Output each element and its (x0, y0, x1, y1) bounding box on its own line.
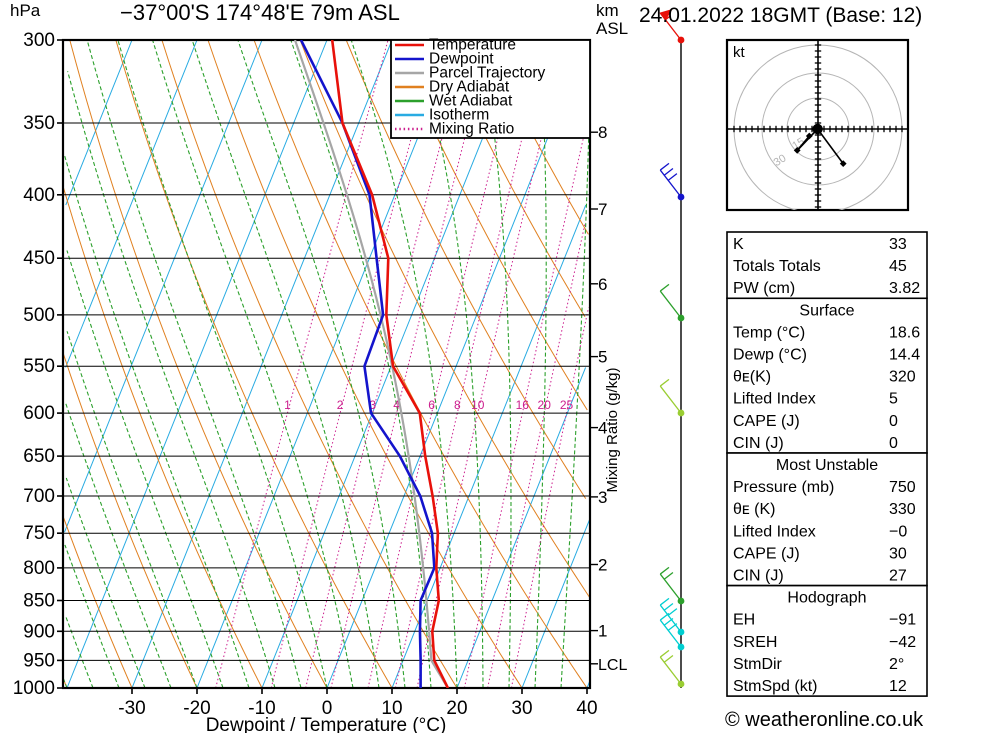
svg-text:18.6: 18.6 (889, 324, 920, 341)
svg-text:8: 8 (598, 123, 607, 142)
svg-text:2: 2 (337, 398, 344, 412)
svg-text:0: 0 (889, 435, 898, 452)
svg-text:33: 33 (889, 236, 907, 253)
svg-text:−0: −0 (889, 523, 907, 540)
svg-text:EH: EH (733, 612, 755, 629)
svg-text:24.01.2022 18GMT (Base: 12): 24.01.2022 18GMT (Base: 12) (639, 4, 922, 27)
svg-text:550: 550 (23, 356, 55, 377)
svg-text:−42: −42 (889, 634, 916, 651)
svg-text:16: 16 (516, 398, 530, 412)
svg-text:750: 750 (23, 523, 55, 544)
svg-text:Dewp (°C): Dewp (°C) (733, 347, 807, 364)
svg-text:−37°00'S 174°48'E 79m ASL: −37°00'S 174°48'E 79m ASL (120, 0, 400, 25)
svg-text:500: 500 (23, 305, 55, 326)
svg-text:Surface: Surface (799, 302, 854, 319)
svg-text:20: 20 (446, 698, 467, 719)
svg-text:800: 800 (23, 558, 55, 579)
svg-text:300: 300 (23, 30, 55, 51)
svg-text:400: 400 (23, 185, 55, 206)
svg-text:Mixing Ratio (g/kg): Mixing Ratio (g/kg) (604, 367, 621, 492)
svg-text:350: 350 (23, 113, 55, 134)
svg-text:StmSpd (kt): StmSpd (kt) (733, 678, 817, 695)
svg-text:Lifted Index: Lifted Index (733, 391, 816, 408)
svg-text:CAPE (J): CAPE (J) (733, 413, 800, 430)
svg-text:950: 950 (23, 650, 55, 671)
svg-text:330: 330 (889, 501, 916, 518)
svg-text:27: 27 (889, 568, 907, 585)
svg-text:7: 7 (598, 200, 607, 219)
svg-text:PW (cm): PW (cm) (733, 280, 795, 297)
svg-text:25: 25 (560, 398, 574, 412)
svg-text:2: 2 (598, 556, 607, 575)
svg-text:40: 40 (576, 698, 597, 719)
svg-text:700: 700 (23, 486, 55, 507)
svg-text:750: 750 (889, 479, 916, 496)
svg-text:600: 600 (23, 403, 55, 424)
svg-text:-30: -30 (118, 698, 145, 719)
svg-text:6: 6 (428, 398, 435, 412)
svg-text:ASL: ASL (596, 19, 628, 38)
svg-text:3.82: 3.82 (889, 280, 920, 297)
svg-text:Mixing Ratio: Mixing Ratio (429, 121, 514, 138)
svg-text:14.4: 14.4 (889, 347, 920, 364)
svg-text:320: 320 (889, 369, 916, 386)
svg-text:SREH: SREH (733, 634, 777, 651)
svg-text:StmDir: StmDir (733, 656, 783, 673)
svg-text:θᴇ(K): θᴇ(K) (733, 369, 771, 386)
svg-text:LCL: LCL (598, 657, 627, 674)
svg-text:0: 0 (889, 413, 898, 430)
svg-text:6: 6 (598, 275, 607, 294)
svg-text:Lifted Index: Lifted Index (733, 523, 816, 540)
svg-text:Dewpoint / Temperature (°C): Dewpoint / Temperature (°C) (206, 715, 447, 733)
svg-text:8: 8 (454, 398, 461, 412)
svg-text:Temp (°C): Temp (°C) (733, 324, 805, 341)
svg-text:650: 650 (23, 446, 55, 467)
svg-text:K: K (733, 236, 744, 253)
svg-text:1000: 1000 (13, 678, 55, 699)
svg-text:20: 20 (538, 398, 552, 412)
svg-text:kt: kt (733, 44, 746, 61)
svg-text:30: 30 (511, 698, 532, 719)
svg-text:Hodograph: Hodograph (787, 590, 866, 607)
svg-text:hPa: hPa (10, 1, 41, 20)
svg-text:km: km (596, 1, 619, 20)
svg-text:45: 45 (889, 258, 907, 275)
svg-text:−91: −91 (889, 612, 916, 629)
svg-text:5: 5 (889, 391, 898, 408)
svg-text:1: 1 (598, 622, 607, 641)
svg-text:CIN (J): CIN (J) (733, 435, 784, 452)
svg-text:900: 900 (23, 621, 55, 642)
svg-text:Totals Totals: Totals Totals (733, 258, 821, 275)
svg-text:θᴇ (K): θᴇ (K) (733, 501, 776, 518)
svg-text:5: 5 (598, 348, 607, 367)
svg-text:CAPE (J): CAPE (J) (733, 545, 800, 562)
svg-text:© weatheronline.co.uk: © weatheronline.co.uk (725, 709, 924, 731)
svg-text:450: 450 (23, 248, 55, 269)
svg-text:Pressure (mb): Pressure (mb) (733, 479, 834, 496)
svg-text:CIN (J): CIN (J) (733, 568, 784, 585)
svg-text:1: 1 (284, 398, 291, 412)
svg-text:30: 30 (889, 545, 907, 562)
svg-text:850: 850 (23, 591, 55, 612)
svg-text:Most Unstable: Most Unstable (776, 457, 878, 474)
svg-text:12: 12 (889, 678, 907, 695)
svg-text:2°: 2° (889, 656, 904, 673)
svg-text:10: 10 (471, 398, 485, 412)
